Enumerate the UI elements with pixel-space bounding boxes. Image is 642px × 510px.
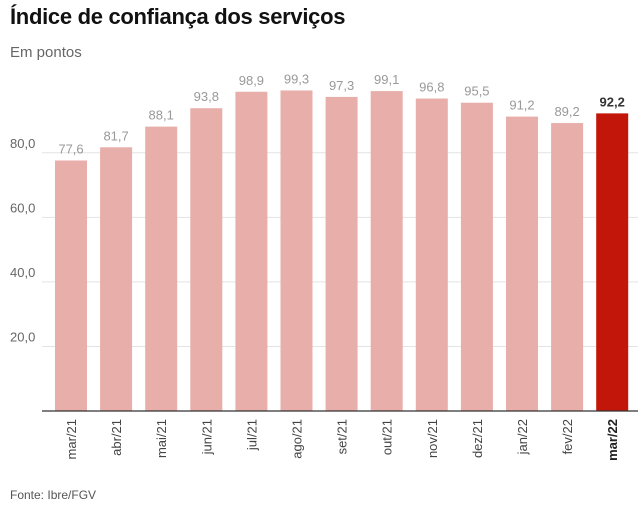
- x-tick-label: abr/21: [109, 419, 124, 456]
- bar-value-label: 89,2: [554, 104, 579, 119]
- y-tick-label: 80,0: [10, 136, 35, 151]
- x-tick-label: nov/21: [425, 419, 440, 458]
- x-tick-label: mar/21: [64, 419, 79, 459]
- bar-value-label: 91,2: [509, 98, 534, 113]
- bar-value-label: 92,2: [600, 94, 625, 109]
- value-labels: 77,6 81,7 88,1 93,8 98,9 99,3 97,3 99,1 96,8 95,5…: [58, 71, 625, 156]
- bar-value-label: 93,8: [194, 89, 219, 104]
- bar-value-label: 77,6: [58, 142, 83, 157]
- x-tick-label: ago/21: [290, 419, 305, 459]
- bar: [460, 102, 493, 411]
- bars: [55, 90, 629, 412]
- y-tick-label: 40,0: [10, 265, 35, 280]
- bar-value-label: 98,9: [239, 73, 264, 88]
- x-tick-label: fev/22: [560, 419, 575, 454]
- x-tick-label: dez/21: [470, 419, 485, 458]
- source-note: Fonte: Ibre/FGV: [10, 488, 97, 502]
- y-tick-labels: 20,0 40,0 60,0 80,0: [10, 136, 35, 345]
- x-tick-labels: mar/21 abr/21 mai/21 jun/21 jul/21 ago/21 set/…: [64, 419, 620, 461]
- x-tick-label: mar/22: [605, 419, 620, 461]
- bar-chart: 77,6 81,7 88,1 93,8 98,9 99,3 97,3 99,1 96,8 95,5…: [10, 71, 638, 461]
- x-tick-label: jan/22: [515, 419, 530, 455]
- chart-subtitle: Em pontos: [10, 44, 82, 61]
- bar: [280, 90, 313, 412]
- bar: [551, 123, 584, 411]
- bar: [55, 160, 87, 411]
- x-tick-label: mai/21: [154, 419, 169, 458]
- bar-value-label: 99,1: [374, 72, 399, 87]
- x-tick-label: out/21: [380, 419, 395, 455]
- chart-title: Índice de confiança dos serviços: [10, 4, 346, 29]
- x-tick-label: jul/21: [244, 419, 259, 451]
- bar-value-label: 96,8: [419, 80, 444, 95]
- y-tick-label: 60,0: [10, 200, 35, 215]
- x-tick-label: jun/21: [199, 419, 214, 455]
- bar: [145, 126, 178, 412]
- bar-value-label: 97,3: [329, 78, 354, 93]
- bar: [235, 91, 268, 412]
- bar: [415, 98, 448, 411]
- bar: [325, 96, 358, 412]
- bar: [506, 116, 538, 412]
- bar-highlight: [596, 113, 629, 411]
- bar-value-label: 95,5: [464, 84, 489, 99]
- bar-value-label: 99,3: [284, 71, 309, 86]
- bar-value-label: 88,1: [149, 108, 174, 123]
- x-tick-label: set/21: [335, 419, 350, 454]
- y-tick-label: 20,0: [10, 329, 35, 344]
- bar-value-label: 81,7: [103, 128, 128, 143]
- bar: [190, 108, 223, 412]
- bar: [370, 91, 403, 412]
- bar: [100, 147, 133, 411]
